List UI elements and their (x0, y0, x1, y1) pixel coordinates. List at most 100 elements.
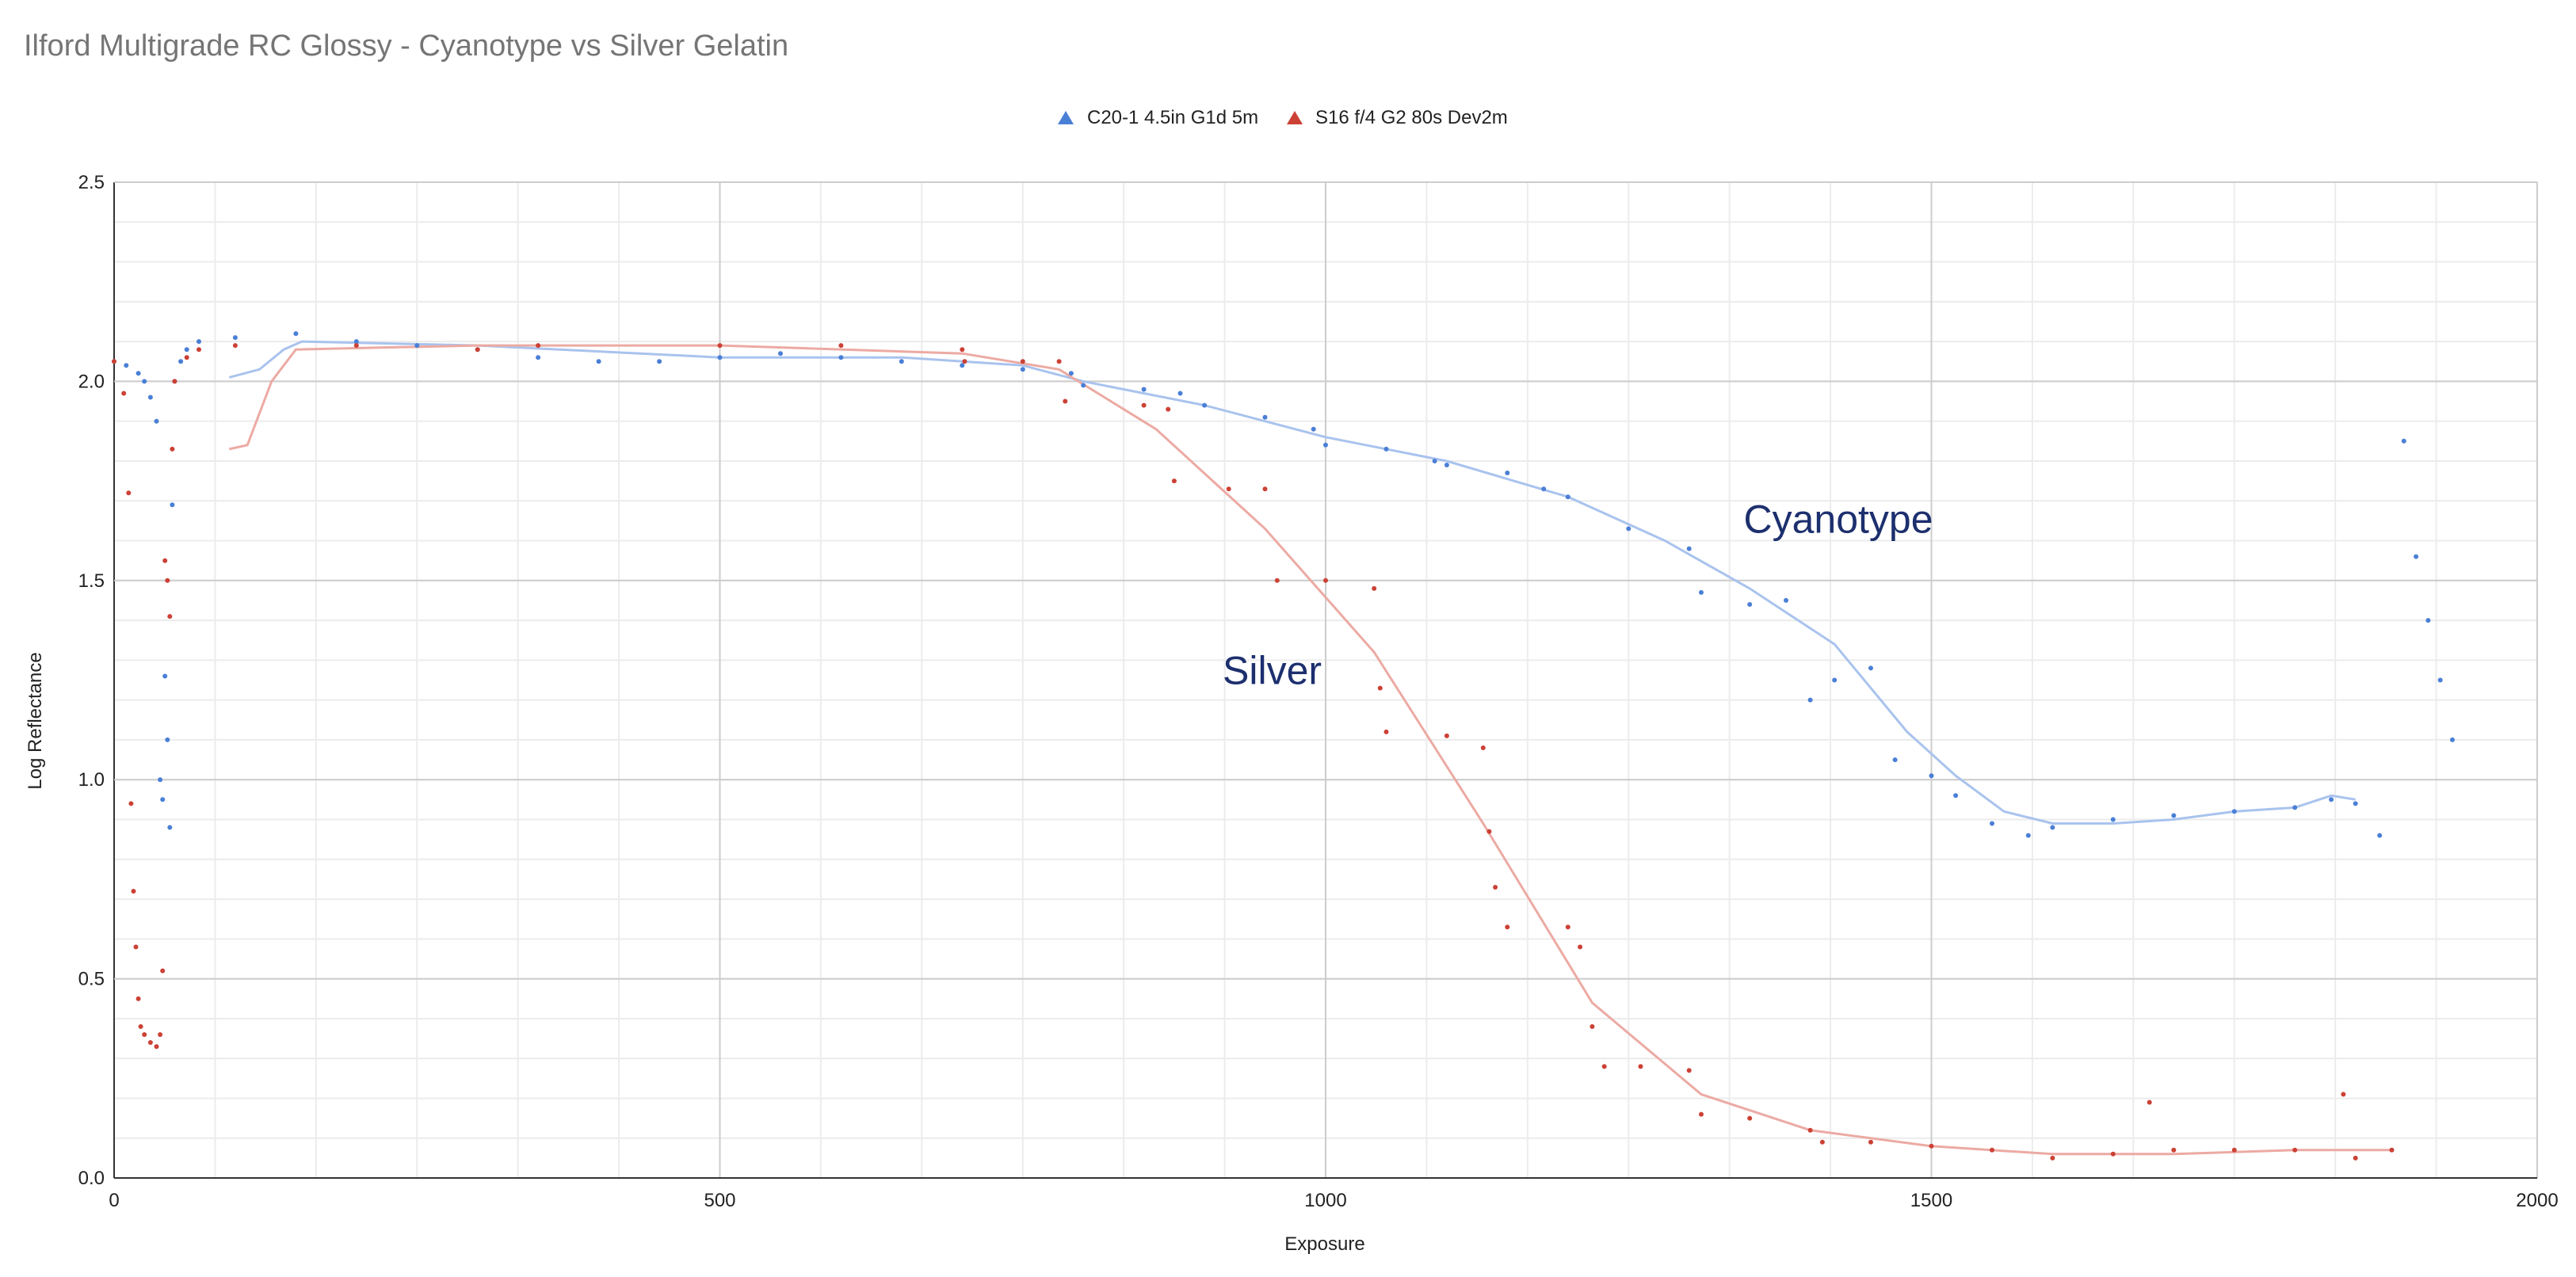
data-point (112, 359, 116, 364)
data-point (838, 343, 844, 349)
y-tick-label: 1.5 (78, 570, 105, 592)
data-point (121, 391, 127, 396)
x-tick-labels: 0 500 1000 1500 2000 (109, 1190, 2558, 1211)
data-point (960, 347, 965, 353)
cyanotype-points (112, 331, 2455, 838)
data-point (717, 343, 723, 349)
data-point (1202, 402, 1208, 408)
data-point (1020, 359, 1025, 364)
data-point (1819, 1139, 1825, 1145)
data-point (167, 614, 173, 619)
data-point (2353, 1155, 2358, 1161)
data-point (475, 347, 480, 353)
data-point (2171, 813, 2177, 818)
data-point (1699, 1111, 1704, 1117)
data-point (2425, 618, 2431, 623)
x-axis-title: Exposure (1284, 1233, 1364, 1255)
data-point (1486, 829, 1492, 834)
annotation-cyanotype: Cyanotype (1744, 497, 1933, 541)
x-tick-label: 1500 (1910, 1190, 1952, 1211)
data-point (2389, 1147, 2395, 1153)
data-point (899, 359, 904, 364)
data-point (147, 395, 153, 400)
data-point (1686, 1068, 1692, 1073)
data-point (1892, 757, 1898, 763)
y-tick-label: 0.5 (78, 969, 105, 990)
data-point (135, 996, 141, 1001)
data-point (172, 379, 177, 384)
data-point (2025, 833, 2031, 838)
data-point (128, 801, 134, 806)
x-tick-label: 500 (704, 1190, 735, 1211)
data-point (1166, 406, 1171, 412)
data-point (184, 355, 189, 360)
cyanotype-trendline (228, 340, 2356, 825)
data-point (1990, 1147, 1994, 1153)
data-point (1177, 391, 1183, 396)
data-point (1784, 597, 1788, 603)
data-point (1372, 585, 1377, 591)
data-point (414, 343, 420, 349)
data-point (1262, 486, 1268, 492)
data-point (353, 343, 359, 349)
data-point (1493, 885, 1498, 890)
data-point (1565, 924, 1570, 930)
data-point (536, 343, 541, 349)
data-point (2231, 809, 2237, 814)
legend: C20-1 4.5in G1d 5m S16 f/4 G2 80s Dev2m (1058, 107, 1508, 128)
y-tick-labels: 0.0 0.5 1.0 1.5 2.0 2.5 (78, 172, 105, 1189)
data-point (138, 1024, 143, 1029)
y-tick-label: 2.0 (78, 371, 105, 392)
data-point (232, 335, 238, 341)
data-point (962, 359, 967, 364)
data-point (142, 1032, 147, 1037)
data-point (1480, 745, 1486, 750)
data-point (1141, 402, 1147, 408)
data-point (1081, 383, 1086, 388)
data-point (1505, 471, 1510, 475)
data-point (1020, 367, 1025, 372)
data-point (135, 371, 141, 376)
data-point (1068, 371, 1074, 376)
data-point (1990, 821, 1994, 826)
data-point (1807, 1127, 1813, 1133)
data-point (1578, 944, 1583, 950)
data-point (536, 355, 541, 360)
data-point (1444, 733, 1449, 738)
y-axis-title: Log Reflectance (25, 652, 46, 789)
chart-title: Ilford Multigrade RC Glossy - Cyanotype … (24, 29, 788, 63)
data-point (1311, 426, 1316, 432)
data-point (2050, 825, 2055, 830)
data-point (2292, 1147, 2298, 1153)
data-point (1747, 1115, 1753, 1121)
data-point (1063, 398, 1068, 404)
data-point (126, 490, 132, 496)
data-point (1056, 359, 1062, 364)
data-point (293, 331, 299, 337)
data-point (596, 359, 601, 364)
data-point (2437, 677, 2443, 683)
data-point (1383, 729, 1389, 734)
data-point (1868, 1139, 1873, 1145)
data-point (717, 355, 723, 360)
data-point (1699, 589, 1704, 595)
data-point (1565, 494, 1570, 500)
data-point (160, 968, 166, 974)
data-point (657, 359, 662, 364)
data-point (1638, 1064, 1643, 1069)
data-point (1274, 578, 1280, 583)
data-point (2401, 438, 2406, 444)
data-point (154, 1044, 159, 1050)
data-point (197, 339, 201, 345)
data-point (1444, 463, 1449, 467)
data-point (142, 379, 147, 384)
data-point (838, 355, 844, 360)
data-point (1626, 526, 1631, 532)
x-tick-label: 1000 (1304, 1190, 1346, 1211)
data-point (2147, 1100, 2152, 1105)
data-point (1686, 546, 1692, 551)
data-point (1141, 387, 1147, 392)
data-point (1868, 665, 1873, 671)
data-point (1226, 486, 1231, 492)
data-point (2377, 833, 2383, 838)
